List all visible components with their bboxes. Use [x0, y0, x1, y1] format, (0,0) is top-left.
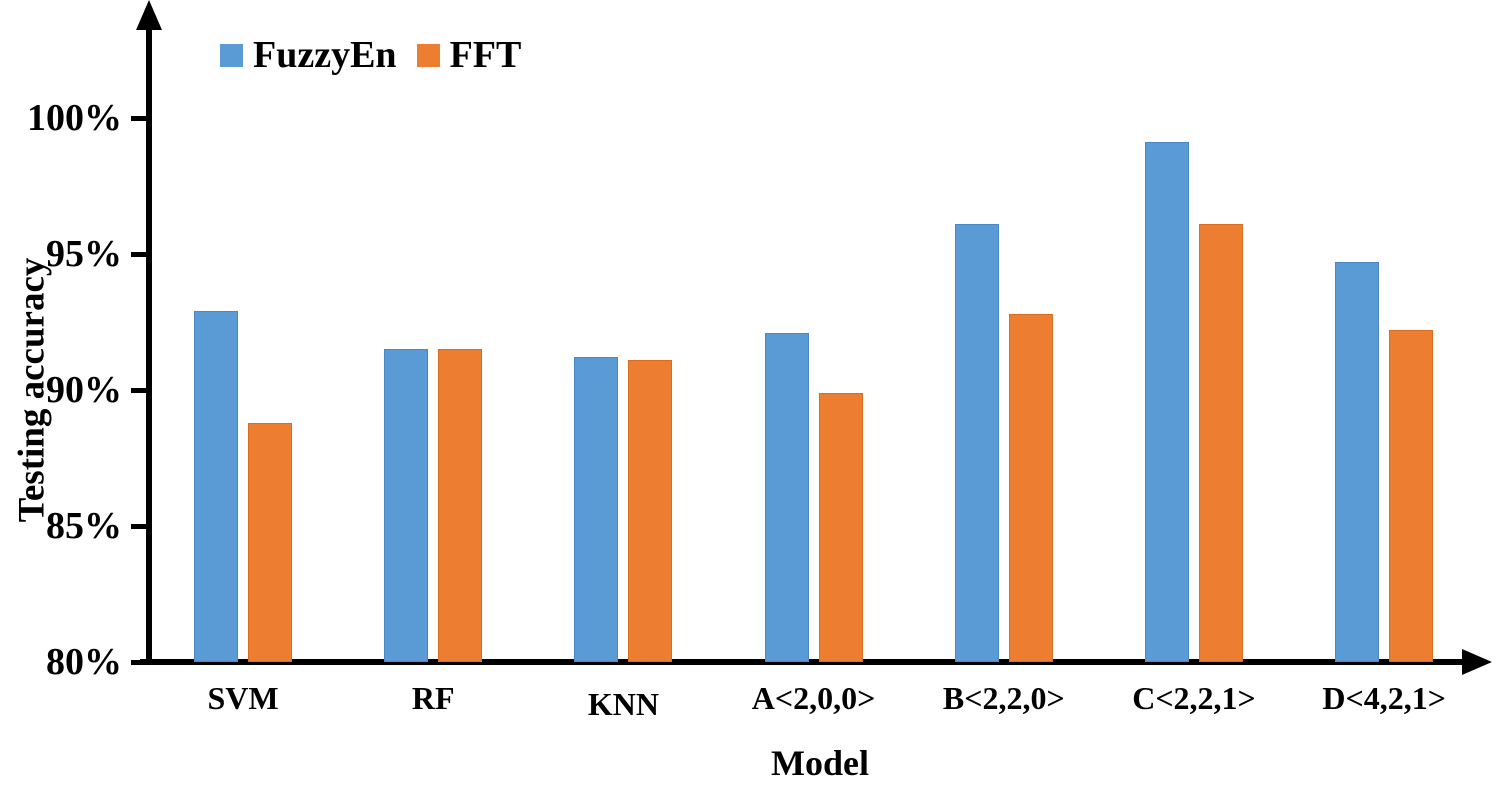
- x-axis-title: Model: [771, 743, 869, 783]
- bar-fuzzyen-C221: [1145, 142, 1189, 662]
- legend-label: FFT: [449, 34, 522, 76]
- y-tick-label: 95%: [46, 233, 122, 275]
- bar-fuzzyen-A200: [764, 332, 809, 662]
- x-category-label: RF: [411, 680, 455, 716]
- legend-swatch-icon: [220, 43, 243, 67]
- x-axis-arrow-icon: [1462, 649, 1492, 675]
- x-category-label: A<2,0,0>: [751, 680, 876, 716]
- legend-item-fuzzyen: FuzzyEn: [220, 36, 397, 74]
- bar-fft-RF: [438, 349, 483, 662]
- y-tick-mark: [131, 660, 149, 665]
- bar-fft-C221: [1199, 224, 1243, 662]
- y-tick-label: 85%: [46, 505, 122, 547]
- y-tick-label: 80%: [46, 641, 122, 683]
- bar-fuzzyen-D421: [1335, 262, 1380, 662]
- y-tick-mark: [131, 524, 149, 529]
- legend: FuzzyEn FFT: [220, 36, 521, 74]
- bar-fft-KNN: [628, 360, 673, 662]
- legend-label: FuzzyEn: [253, 34, 397, 76]
- y-axis-title: Testing accuracy: [11, 257, 53, 523]
- y-tick-label: 100%: [27, 97, 122, 139]
- bar-fft-D421: [1389, 330, 1434, 662]
- bar-fft-SVM: [248, 422, 292, 662]
- y-axis-line: [146, 24, 152, 665]
- x-axis-line: [140, 659, 1466, 665]
- y-axis-arrow-icon: [136, 0, 162, 30]
- bar-fuzzyen-KNN: [574, 357, 619, 662]
- bar-fft-A200: [818, 392, 863, 662]
- y-tick-mark: [131, 388, 149, 393]
- bar-fuzzyen-SVM: [194, 311, 238, 662]
- y-tick-mark: [131, 116, 149, 121]
- bar-fuzzyen-RF: [384, 349, 429, 662]
- legend-item-fft: FFT: [416, 34, 522, 76]
- x-category-label: C<2,2,1>: [1132, 680, 1256, 716]
- x-category-label: KNN: [587, 686, 659, 722]
- y-tick-mark: [131, 252, 149, 257]
- x-category-label: D<4,2,1>: [1322, 680, 1446, 716]
- y-tick-label: 90%: [46, 369, 122, 411]
- x-category-label: SVM: [207, 680, 279, 716]
- x-category-label: B<2,2,0>: [942, 680, 1065, 716]
- bar-fuzzyen-B220: [954, 224, 999, 662]
- legend-swatch-icon: [416, 43, 440, 67]
- bar-fft-B220: [1008, 313, 1053, 662]
